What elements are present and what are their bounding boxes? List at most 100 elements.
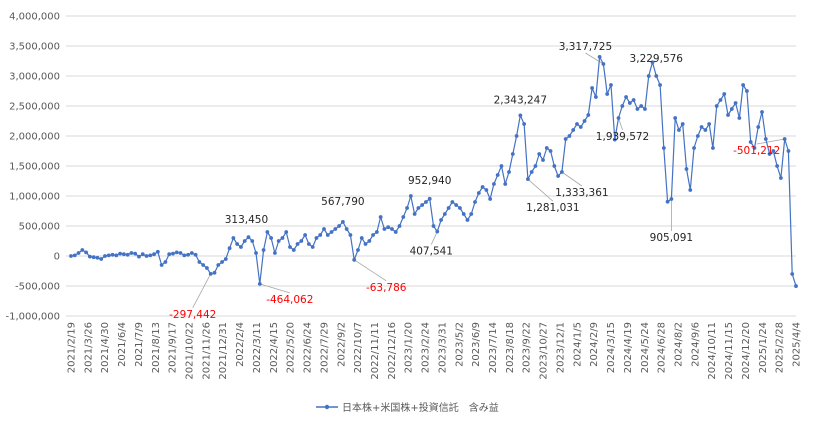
data-point — [643, 107, 647, 111]
data-point — [427, 196, 432, 201]
x-tick-label: 2021/8/13 — [151, 322, 162, 373]
data-point — [239, 245, 243, 249]
y-axis: -1,000,000 -500,000 0 500,000 1,000,000 1,500… — [5, 12, 60, 323]
data-point — [575, 122, 579, 126]
x-tick-label: 2023/2/24 — [421, 322, 432, 373]
data-label: -464,062 — [266, 294, 313, 306]
data-point — [684, 167, 689, 171]
data-point — [280, 236, 285, 240]
data-point — [329, 230, 334, 234]
data-label: 1,939,572 — [596, 131, 649, 143]
data-point — [567, 134, 572, 138]
data-point — [782, 137, 787, 141]
data-point — [722, 92, 727, 96]
x-tick-label: 2022/5/20 — [286, 322, 297, 373]
data-point — [299, 239, 304, 243]
data-point — [786, 149, 791, 153]
data-point — [420, 203, 425, 207]
data-point — [106, 253, 111, 258]
y-tick-label: 4,000,000 — [9, 12, 60, 23]
data-point — [522, 122, 527, 126]
data-point — [76, 251, 81, 255]
data-point — [559, 170, 564, 174]
data-point — [763, 137, 768, 141]
data-point — [473, 200, 477, 204]
x-tick-label: 2022/3/11 — [252, 322, 263, 373]
annotation-leader — [756, 138, 785, 145]
x-tick-label: 2023/1/20 — [404, 322, 415, 373]
data-point — [288, 245, 292, 249]
x-tick-label: 2024/4/19 — [623, 322, 634, 373]
data-label: -63,786 — [366, 282, 407, 294]
data-point — [325, 233, 330, 237]
data-point — [291, 248, 296, 252]
data-point — [314, 236, 319, 240]
y-tick-label: 500,000 — [19, 222, 60, 233]
data-label: -501,212 — [733, 145, 780, 157]
x-tick-label: 2021/3/26 — [83, 322, 94, 373]
y-tick-label: -500,000 — [15, 282, 60, 293]
series-line — [69, 55, 798, 288]
data-point — [412, 212, 417, 216]
data-point — [563, 137, 568, 141]
y-tick-label: 2,500,000 — [9, 102, 60, 113]
data-point — [95, 255, 100, 260]
data-label: 313,450 — [225, 214, 268, 226]
x-tick-label: 2023/10/27 — [539, 322, 550, 380]
data-point — [590, 86, 594, 90]
data-point — [510, 152, 515, 156]
x-axis: 2021/2/19 2021/3/26 2021/4/30 2021/6/4 2021/… — [67, 322, 803, 380]
data-point — [794, 284, 798, 288]
x-tick-label: 2025/2/28 — [775, 322, 786, 373]
data-point — [167, 252, 172, 257]
data-point — [741, 83, 746, 87]
data-point — [737, 116, 742, 120]
data-point — [87, 254, 92, 259]
data-point — [197, 260, 202, 264]
data-point — [171, 251, 175, 256]
data-point — [284, 230, 289, 234]
x-tick-label: 2021/10/22 — [185, 322, 196, 380]
data-point — [220, 260, 224, 264]
annotation-leader — [527, 178, 554, 202]
data-point — [257, 281, 262, 286]
y-tick-label: 1,500,000 — [9, 162, 60, 173]
data-point — [661, 146, 666, 150]
data-point — [601, 62, 606, 66]
data-point — [186, 252, 190, 257]
data-label: 2,343,247 — [494, 94, 547, 106]
data-point — [548, 149, 553, 153]
data-label: 567,790 — [321, 196, 364, 208]
data-point — [216, 263, 221, 267]
x-tick-label: 2024/9/6 — [690, 322, 701, 367]
data-point — [416, 206, 421, 210]
data-point — [612, 137, 617, 142]
y-tick-label: -1,000,000 — [5, 312, 60, 323]
data-point — [518, 113, 523, 118]
data-point — [118, 251, 122, 256]
data-point — [310, 245, 315, 249]
x-tick-label: 2025/4/4 — [792, 322, 803, 367]
data-point — [695, 134, 700, 138]
data-point — [144, 254, 149, 258]
annotation-leader — [430, 231, 438, 245]
data-point — [680, 122, 685, 126]
data-point — [386, 225, 391, 230]
data-point — [616, 116, 621, 120]
x-tick-label: 2023/8/18 — [505, 322, 516, 373]
data-point — [322, 227, 326, 231]
data-point — [646, 74, 651, 78]
data-point — [348, 233, 353, 237]
x-tick-label: 2024/12/20 — [741, 322, 752, 380]
x-tick-label: 2024/2/9 — [589, 322, 600, 367]
data-point — [114, 253, 119, 258]
data-point — [133, 251, 138, 256]
data-point — [129, 251, 134, 255]
data-point — [541, 158, 545, 162]
data-point — [99, 257, 104, 261]
data-point — [624, 95, 628, 99]
data-point — [484, 188, 489, 192]
data-point — [533, 164, 538, 168]
legend-label: 日本株+米国株+投資信託 含み益 — [342, 401, 499, 414]
data-point — [480, 185, 485, 189]
